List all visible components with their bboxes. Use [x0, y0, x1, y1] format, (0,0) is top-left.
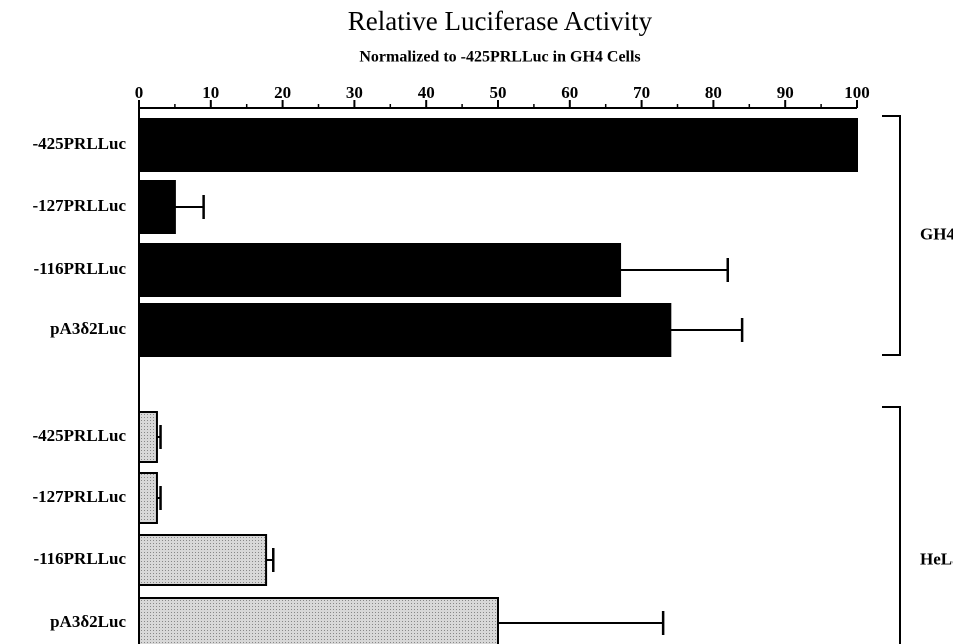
y-tick-label: pA3δ2Luc	[50, 319, 126, 338]
x-tick-label: 70	[633, 83, 650, 102]
bar	[138, 472, 158, 524]
x-tick-label: 50	[490, 83, 507, 102]
bar	[138, 534, 268, 586]
bar	[138, 411, 158, 463]
group-label: HeLa	[920, 549, 953, 568]
chart-title: Relative Luciferase Activity	[348, 6, 653, 36]
chart-subtitle: Normalized to -425PRLLuc in GH4 Cells	[359, 49, 640, 66]
x-tick-label: 60	[561, 83, 578, 102]
bar	[138, 303, 672, 357]
bar	[138, 180, 176, 234]
y-tick-label: -116PRLLuc	[33, 549, 126, 568]
group-bracket	[882, 406, 901, 644]
y-tick-label: -425PRLLuc	[33, 426, 127, 445]
x-tick-label: 10	[202, 83, 219, 102]
x-tick-label: 0	[135, 83, 144, 102]
x-tick-label: 100	[844, 83, 870, 102]
y-tick-label: -127PRLLuc	[33, 196, 127, 215]
y-tick-label: -425PRLLuc	[33, 134, 127, 153]
x-tick-label: 30	[346, 83, 363, 102]
y-tick-label: -116PRLLuc	[33, 259, 126, 278]
x-tick-label: 40	[418, 83, 435, 102]
x-tick-label: 90	[777, 83, 794, 102]
y-tick-label: -127PRLLuc	[33, 487, 127, 506]
group-bracket	[882, 115, 901, 356]
y-tick-label: pA3δ2Luc	[50, 612, 126, 631]
bar	[138, 243, 622, 297]
bar	[138, 597, 499, 644]
x-tick-label: 80	[705, 83, 722, 102]
bar	[138, 118, 858, 172]
group-label: GH4	[920, 224, 953, 243]
x-tick-label: 20	[274, 83, 291, 102]
